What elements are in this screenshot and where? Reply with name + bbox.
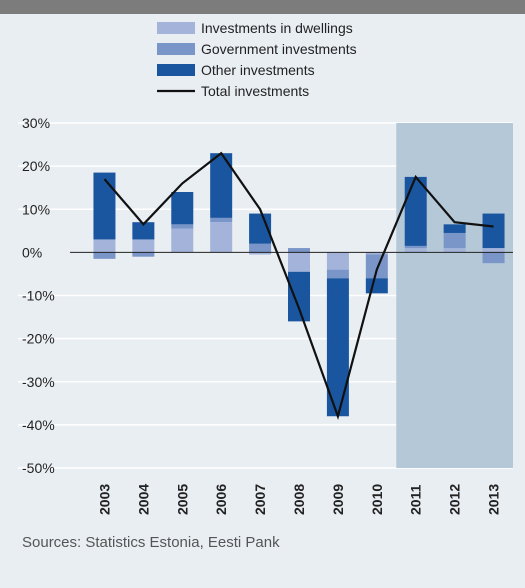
forecast-shading (396, 123, 513, 468)
bar-2006-series-2 (210, 153, 233, 218)
source-note: Sources: Statistics Estonia, Eesti Pank (22, 534, 280, 551)
x-tick-label-2012: 2012 (447, 484, 463, 515)
bar-2011-series-1 (404, 245, 427, 249)
y-tick-label-3: 0% (22, 244, 42, 260)
bar-2009-series-0 (326, 252, 349, 270)
x-tick-label-2005: 2005 (174, 484, 190, 515)
x-tick-label-2006: 2006 (213, 484, 229, 515)
x-tick-label-2010: 2010 (369, 484, 385, 515)
y-tick-label-2: 10% (22, 201, 50, 217)
bar-2003-series-0 (93, 239, 116, 253)
bar-2010-series-2 (365, 278, 388, 294)
x-tick-label-2004: 2004 (135, 484, 151, 515)
bar-2009-series-2 (326, 278, 349, 417)
y-tick-label-4: -10% (22, 288, 55, 304)
bar-2012-series-2 (443, 224, 466, 233)
total-investments-line (103, 151, 494, 420)
bar-2007-series-1 (249, 243, 272, 253)
legend-label-line: Total investments (201, 83, 309, 99)
bar-2004-series-2 (132, 222, 155, 240)
bar-2011-series-0 (404, 248, 427, 253)
header-band (0, 0, 525, 14)
bar-2011-series-2 (404, 176, 427, 246)
x-tick-label-2008: 2008 (291, 484, 307, 515)
x-tick-label-2009: 2009 (330, 484, 346, 515)
bar-2012-series-0 (443, 248, 466, 253)
bar-2005-series-0 (171, 228, 194, 253)
y-tick-label-0: 30% (22, 115, 50, 131)
x-tick-label-2003: 2003 (96, 484, 112, 515)
bar-2010-series-0 (365, 252, 388, 255)
legend-swatch-2 (157, 64, 195, 76)
bar-2004-series-0 (132, 239, 155, 253)
bar-2009-series-1 (326, 269, 349, 279)
x-tick-label-2013: 2013 (486, 484, 502, 515)
y-tick-label-7: -40% (22, 417, 55, 433)
bar-2010-series-1 (365, 254, 388, 279)
bar-2005-series-1 (171, 224, 194, 229)
legend-label-0: Investments in dwellings (201, 20, 353, 36)
x-tick-label-2011: 2011 (408, 484, 424, 515)
x-tick-label-2007: 2007 (252, 484, 268, 515)
y-tick-label-6: -30% (22, 374, 55, 390)
y-tick-label-5: -20% (22, 331, 55, 347)
bar-2013-series-2 (482, 213, 505, 249)
legend-label-1: Government investments (201, 41, 357, 57)
bar-2012-series-1 (443, 232, 466, 249)
legend-swatch-1 (157, 43, 195, 55)
bar-2006-series-0 (210, 222, 233, 253)
bar-2013-series-0 (482, 248, 505, 253)
bar-2007-series-0 (249, 252, 272, 255)
bar-2008-series-2 (288, 271, 310, 322)
legend-swatch-0 (157, 22, 195, 34)
bar-2006-series-1 (210, 217, 233, 223)
bar-2008-series-0 (288, 252, 310, 272)
bar-2004-series-1 (132, 252, 155, 257)
y-tick-label-1: 20% (22, 158, 50, 174)
bar-2003-series-2 (93, 172, 116, 240)
y-tick-label-8: -50% (22, 460, 55, 476)
bar-2003-series-1 (93, 252, 116, 259)
legend-label-2: Other investments (201, 62, 315, 78)
bar-2013-series-1 (482, 252, 505, 264)
bar-2008-series-1 (288, 248, 310, 253)
bar-2005-series-2 (171, 192, 194, 225)
